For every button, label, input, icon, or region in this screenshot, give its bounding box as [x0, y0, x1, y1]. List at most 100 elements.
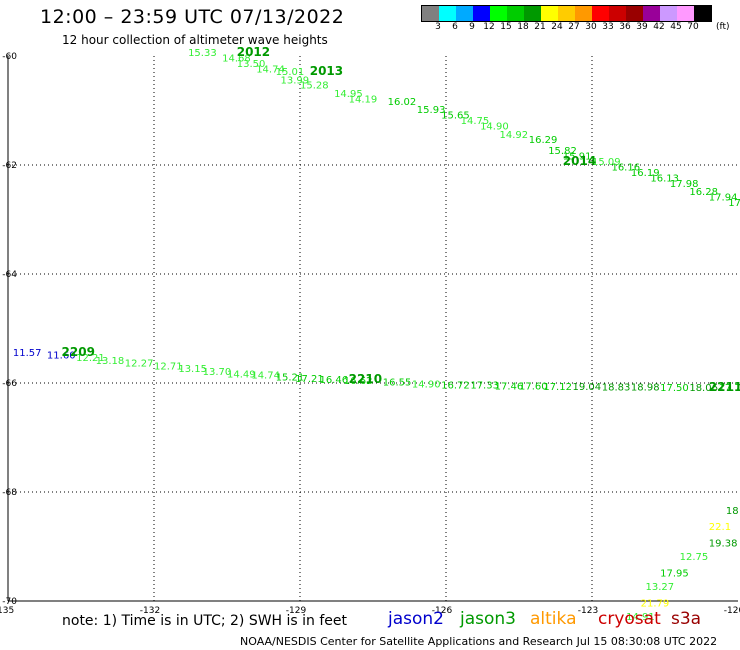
x-tick-label: -129: [286, 606, 307, 616]
color-scale-unit: (ft): [716, 22, 730, 32]
wave-height-point: 13.15: [178, 364, 207, 375]
note-text: note: 1) Time is in UTC; 2) SWH is in fe…: [62, 613, 348, 629]
color-scale-label: 33: [602, 22, 614, 32]
wave-height-point: 17.98: [670, 179, 699, 190]
wave-height-point: 16.19: [631, 168, 660, 179]
wave-height-point: 15.09: [592, 157, 621, 168]
color-swatch-10: [592, 6, 609, 21]
color-scale-label: 45: [670, 22, 682, 32]
wave-height-point: 18.98: [631, 383, 660, 394]
wave-height-point: 17.94: [709, 192, 738, 203]
chart-title: 12:00 – 23:59 UTC 07/13/2022: [40, 6, 345, 28]
wave-height-point: 14.92: [500, 130, 529, 141]
color-swatch-14: [660, 6, 677, 21]
time-label: 2013: [310, 64, 343, 78]
wave-height-point: 15.01: [276, 67, 305, 78]
color-swatch-11: [609, 6, 626, 21]
y-tick-label: -66: [2, 379, 17, 389]
color-swatch-3: [473, 6, 490, 21]
wave-height-point: 18.83: [602, 383, 631, 394]
wave-height-point: 16.02: [388, 97, 417, 108]
y-tick-label: -70: [2, 597, 17, 607]
wave-height-point: 14.68: [222, 53, 251, 64]
color-scale-label: 36: [619, 22, 631, 32]
color-scale-label: 21: [534, 22, 546, 32]
wave-height-point: 19.38: [709, 539, 738, 550]
color-swatch-6: [524, 6, 541, 21]
wave-height-point: 16.13: [650, 173, 679, 184]
color-scale-label: 3: [435, 22, 441, 32]
wave-height-point: 15.91: [563, 152, 592, 163]
wave-height-point: 13.18: [96, 356, 125, 367]
chart-subtitle: 12 hour collection of altimeter wave hei…: [62, 33, 328, 47]
legend-entry-altika: altika: [530, 609, 577, 629]
legend-entry-cryosat: cryosat: [598, 609, 661, 629]
wave-height-point: 17.95: [660, 568, 689, 579]
time-label: 2210: [349, 372, 382, 386]
x-tick-label: -120: [724, 606, 740, 616]
wave-height-point: 15.65: [441, 111, 470, 122]
wave-height-point: 11.57: [13, 348, 42, 359]
wave-height-point: 14.91: [626, 612, 655, 623]
wave-height-point: 14.19: [349, 94, 378, 105]
wave-height-point: 17.71: [719, 383, 740, 394]
wave-height-point: 12.27: [125, 359, 154, 370]
wave-height-point: 18.06: [689, 383, 718, 394]
wave-height-point: 16.62: [344, 376, 373, 387]
wave-height-point: 17.21: [295, 374, 324, 385]
color-swatch-1: [439, 6, 456, 21]
wave-height-point: 13.50: [237, 59, 266, 70]
color-scale-label: 24: [551, 22, 563, 32]
credit-line: NOAA/NESDIS Center for Satellite Applica…: [240, 635, 718, 648]
color-swatch-16: [694, 6, 711, 21]
wave-height-point: 17.00: [728, 198, 740, 209]
color-swatch-0: [422, 6, 439, 21]
wave-height-point: 14.74: [251, 371, 280, 382]
wave-height-point: 18: [726, 506, 739, 517]
y-tick-label: -68: [2, 488, 17, 498]
color-scale-label: 30: [585, 22, 597, 32]
color-scale-label: 9: [469, 22, 475, 32]
wave-height-point: 15.33: [188, 48, 217, 59]
wave-height-point: 16.28: [689, 187, 718, 198]
wave-height-point: 14.49: [227, 370, 256, 381]
color-swatch-4: [490, 6, 507, 21]
wave-height-point: 16.72: [441, 380, 470, 391]
wave-height-point: 17.50: [660, 383, 689, 394]
time-label: 2211: [709, 380, 740, 394]
wave-height-point: 13.99: [281, 75, 310, 86]
y-tick-label: -62: [2, 161, 17, 171]
x-tick-label: -123: [578, 606, 598, 616]
wave-height-point: 17.46: [495, 382, 524, 393]
time-label: 2012: [237, 45, 270, 59]
wave-height-point: 17.60: [519, 382, 548, 393]
wave-height-point: 14.95: [334, 89, 363, 100]
wave-height-point: 16.29: [529, 135, 558, 146]
wave-height-point: 13.27: [646, 582, 675, 593]
wave-height-point: 19.04: [573, 382, 602, 393]
color-swatch-7: [541, 6, 558, 21]
color-swatch-2: [456, 6, 473, 21]
wave-height-point: 12.21: [76, 353, 105, 364]
color-swatch-12: [626, 6, 643, 21]
wave-height-point: 14.90: [412, 379, 441, 390]
color-scale-label: 18: [517, 22, 529, 32]
wave-height-point: 11.60: [47, 350, 76, 361]
wave-height-point: 14.75: [461, 116, 490, 127]
legend-entry-jason3: jason3: [460, 609, 516, 629]
wave-height-point: 22.1: [709, 522, 731, 533]
wave-height-point: 14.90: [480, 122, 509, 133]
color-swatch-9: [575, 6, 592, 21]
wave-height-point: 15.82: [548, 146, 577, 157]
wave-height-point: 15.28: [300, 81, 329, 92]
wave-height-point: 12.71: [154, 361, 183, 372]
color-scale-label: 15: [500, 22, 512, 32]
color-swatch-5: [507, 6, 524, 21]
wave-height-point: 16.46: [319, 375, 348, 386]
x-tick-label: -135: [0, 606, 14, 616]
wave-height-point: 15.93: [417, 105, 446, 116]
color-scale-label: 39: [636, 22, 648, 32]
wave-height-point: 17.33: [470, 380, 499, 391]
wave-height-point: 14.74: [256, 64, 285, 75]
